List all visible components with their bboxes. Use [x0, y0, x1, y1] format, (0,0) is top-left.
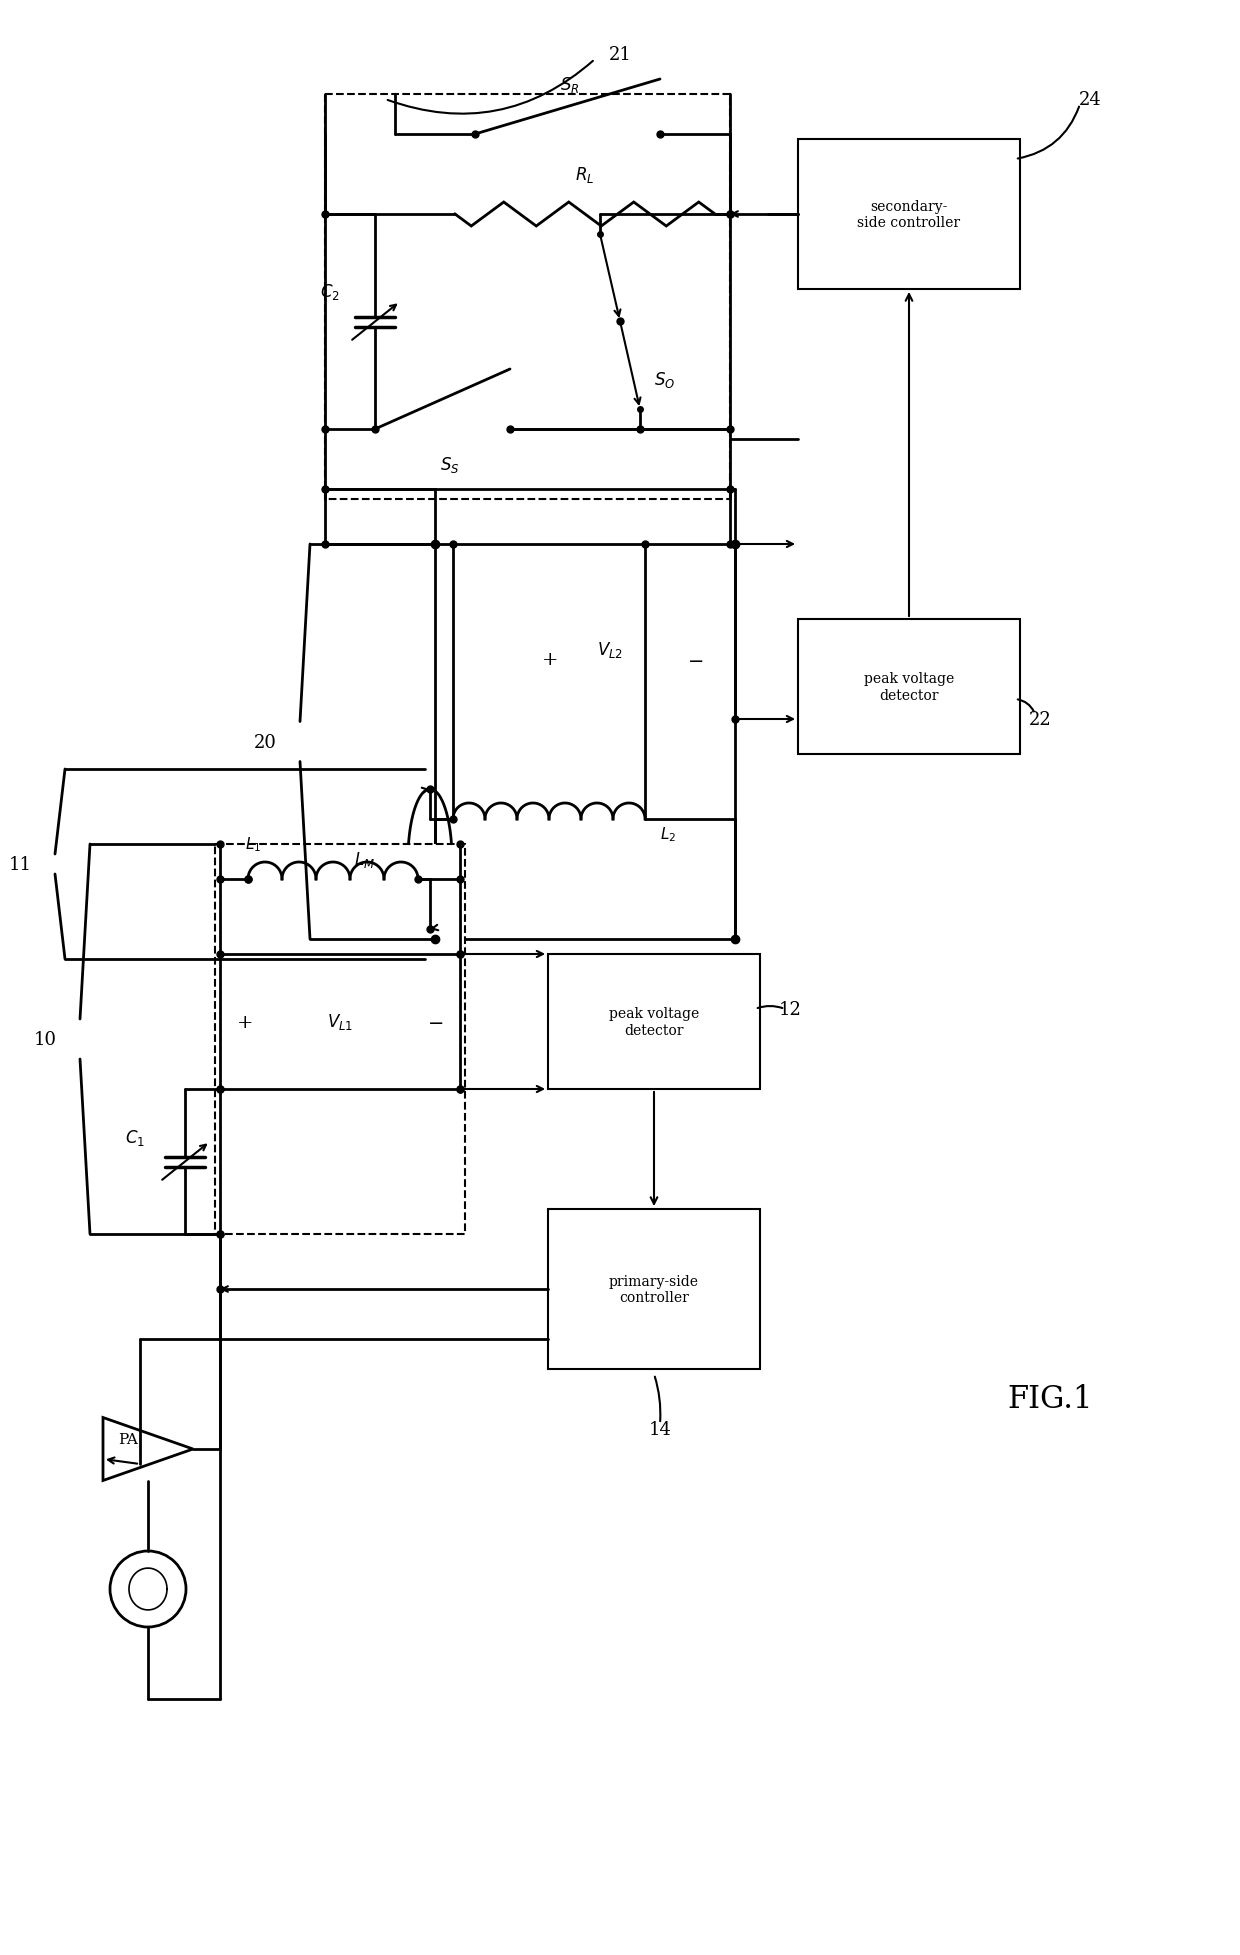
Text: $S_S$: $S_S$	[440, 456, 460, 475]
Text: peak voltage
detector: peak voltage detector	[609, 1007, 699, 1036]
Text: $L_2$: $L_2$	[660, 825, 676, 845]
Text: PA: PA	[118, 1433, 138, 1447]
Bar	[799, 620, 1021, 755]
Text: 10: 10	[33, 1030, 57, 1048]
Text: $L_1$: $L_1$	[244, 835, 262, 854]
Text: $R_L$: $R_L$	[575, 164, 595, 186]
Text: 24: 24	[1079, 92, 1101, 109]
Bar	[548, 954, 760, 1089]
Bar	[325, 96, 730, 500]
Text: 22: 22	[1029, 710, 1052, 729]
Text: $S_R$: $S_R$	[560, 74, 580, 96]
Bar	[799, 141, 1021, 289]
Text: $-$: $-$	[687, 651, 703, 669]
Text: $V_{L2}$: $V_{L2}$	[596, 639, 622, 659]
Text: $V_{L1}$: $V_{L1}$	[327, 1013, 353, 1032]
Text: $-$: $-$	[427, 1013, 443, 1030]
Text: primary-side
controller: primary-side controller	[609, 1275, 699, 1304]
Text: 21: 21	[609, 47, 631, 65]
Bar	[548, 1210, 760, 1368]
Text: $C_2$: $C_2$	[320, 282, 340, 303]
Text: +: +	[542, 651, 558, 669]
Text: 11: 11	[9, 856, 31, 874]
Text: 14: 14	[649, 1419, 671, 1439]
Text: FIG.1: FIG.1	[1007, 1384, 1092, 1415]
Text: $L_M$: $L_M$	[353, 850, 374, 870]
Text: 20: 20	[253, 733, 277, 751]
Text: +: +	[237, 1013, 253, 1030]
Text: 12: 12	[779, 1001, 801, 1019]
Text: peak voltage
detector: peak voltage detector	[864, 673, 954, 702]
Text: $S_O$: $S_O$	[655, 369, 676, 389]
Text: $C_1$: $C_1$	[125, 1126, 145, 1148]
Text: secondary-
side controller: secondary- side controller	[857, 199, 961, 231]
Bar	[215, 845, 465, 1234]
